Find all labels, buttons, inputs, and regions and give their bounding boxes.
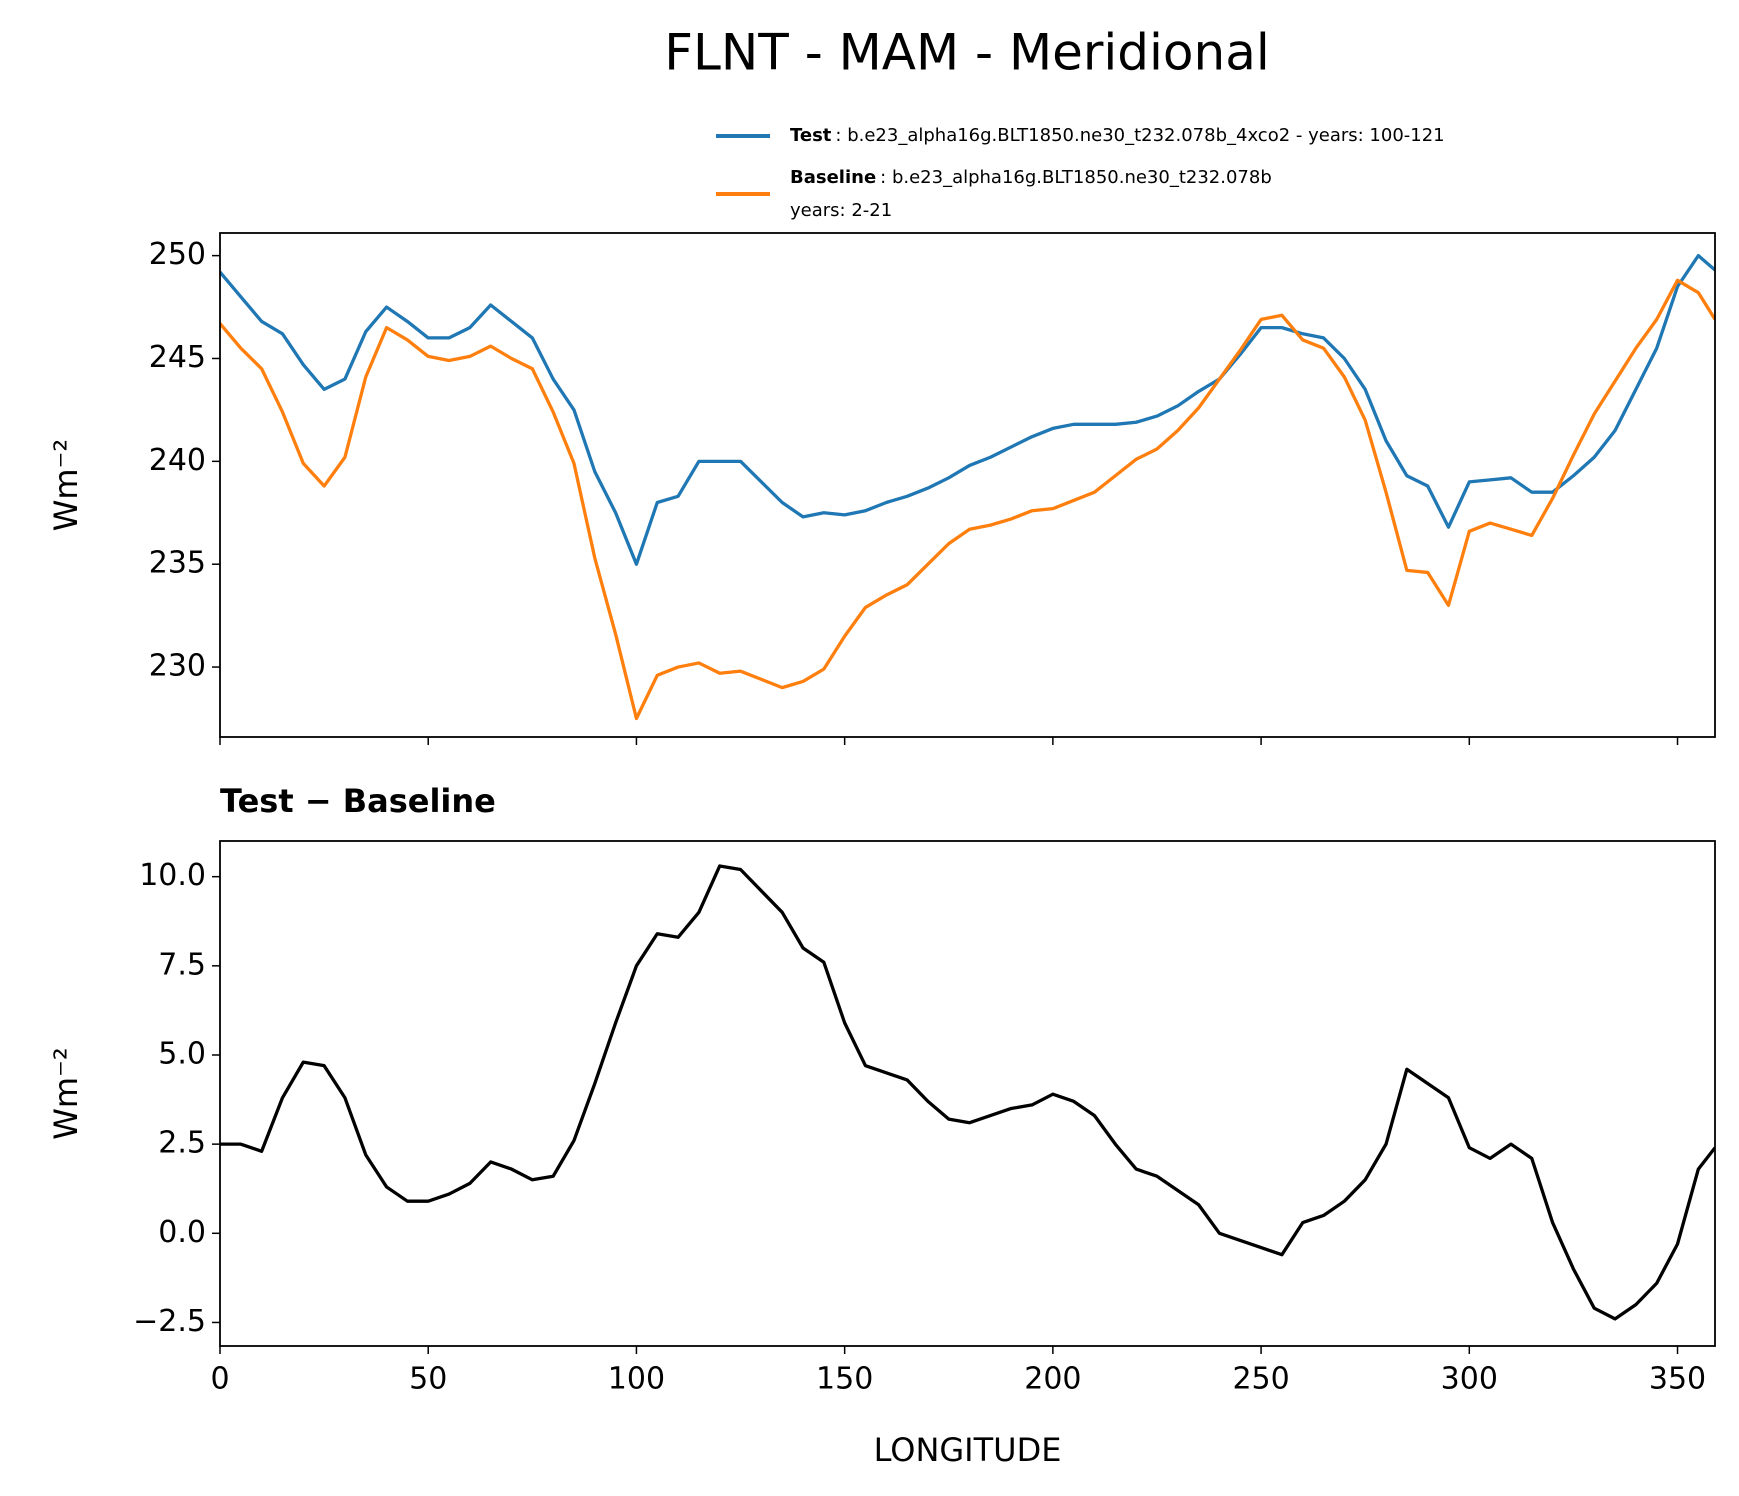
axes-frame (219, 232, 1716, 738)
axes-frame (219, 840, 1716, 1347)
x-tick-label: 200 (1024, 1362, 1081, 1397)
figure-title: FLNT - MAM - Meridional (664, 24, 1270, 82)
y-tick-label: 235 (149, 546, 206, 581)
y-axis-label: Wm⁻² (47, 1047, 85, 1140)
series-line (220, 278, 1715, 721)
x-tick-label: 300 (1441, 1362, 1498, 1397)
x-tick-label: 250 (1232, 1362, 1289, 1397)
y-tick-label: −2.5 (133, 1304, 206, 1339)
y-tick-label: 250 (149, 237, 206, 272)
legend-name: Test (790, 125, 832, 146)
x-tick-label: 350 (1649, 1362, 1706, 1397)
y-tick-label: 230 (149, 649, 206, 684)
legend-description: : b.e23_alpha16g.BLT1850.ne30_t232.078b_… (835, 125, 1444, 146)
y-tick-label: 10.0 (139, 858, 206, 893)
y-axis-label: Wm⁻² (47, 439, 85, 532)
y-tick-label: 5.0 (158, 1036, 206, 1071)
axes-title: Test − Baseline (220, 782, 496, 820)
series-line (220, 253, 1715, 566)
series-line (220, 864, 1715, 1321)
y-tick-label: 245 (149, 340, 206, 375)
legend-name: Baseline (790, 167, 876, 188)
x-axis-label: LONGITUDE (874, 1431, 1062, 1469)
y-tick-label: 0.0 (158, 1215, 206, 1250)
y-tick-label: 240 (149, 443, 206, 478)
x-tick-label: 150 (816, 1362, 873, 1397)
x-tick-label: 0 (210, 1362, 229, 1397)
x-tick-label: 50 (409, 1362, 447, 1397)
legend-label: Test: b.e23_alpha16g.BLT1850.ne30_t232.0… (790, 125, 1445, 146)
y-tick-label: 7.5 (158, 947, 206, 982)
legend-description: years: 2-21 (790, 200, 892, 221)
x-tick-label: 100 (608, 1362, 665, 1397)
legend-label: Baseline: b.e23_alpha16g.BLT1850.ne30_t2… (790, 167, 1272, 188)
y-tick-label: 2.5 (158, 1126, 206, 1161)
legend-description: : b.e23_alpha16g.BLT1850.ne30_t232.078b (880, 167, 1272, 188)
